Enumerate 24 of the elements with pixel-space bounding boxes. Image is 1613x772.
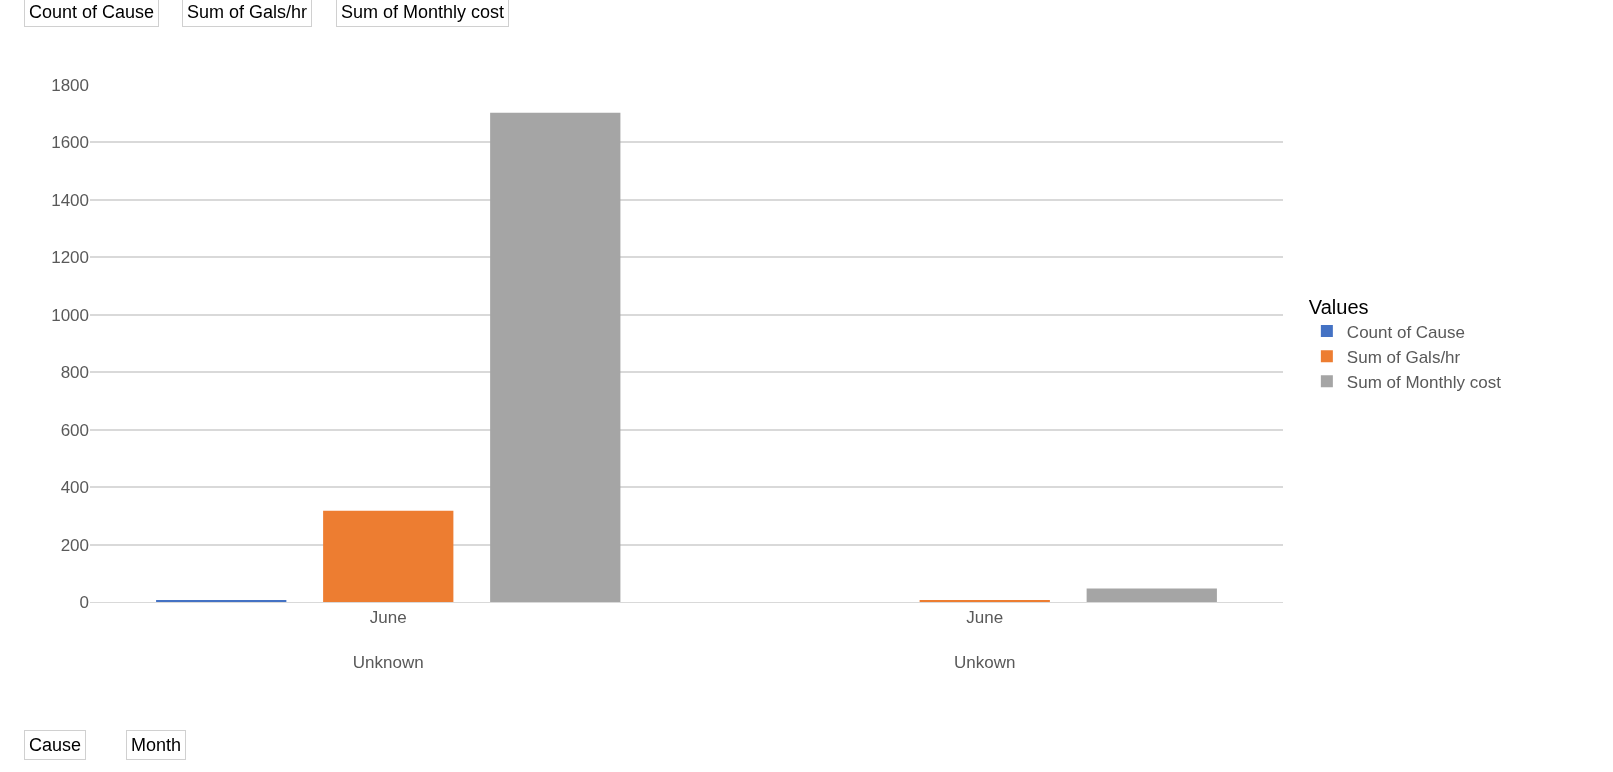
bar <box>490 112 621 602</box>
text: Count of Cause <box>29 2 155 22</box>
y-tick-label: 1600 <box>51 133 89 153</box>
text: Month <box>131 735 182 755</box>
y-tick-label: 1800 <box>51 75 89 95</box>
y-tick-label: 0 <box>79 592 89 612</box>
bar <box>1086 588 1217 602</box>
bar <box>323 510 454 602</box>
y-tick-label: 1000 <box>51 305 89 325</box>
y-tick-label: 600 <box>60 420 89 440</box>
y-tick-label: 400 <box>60 478 89 498</box>
y-tick-label: 1400 <box>51 190 89 210</box>
category-label: June Unkown <box>954 608 1016 672</box>
text: Sum of Monthly cost <box>341 2 505 22</box>
category-label: June Unknown <box>352 608 424 672</box>
legend-label: Sum of Monthly cost <box>1346 372 1502 392</box>
text: Cause <box>29 735 82 755</box>
text: Sum of Gals/hr <box>187 2 308 22</box>
legend-title: Values <box>1308 295 1369 318</box>
y-tick-label: 200 <box>60 535 89 555</box>
y-tick-label: 1200 <box>51 248 89 268</box>
y-tick-label: 800 <box>60 363 89 383</box>
legend-label: Count of Cause <box>1346 322 1465 342</box>
legend-label: Sum of Gals/hr <box>1346 347 1461 367</box>
